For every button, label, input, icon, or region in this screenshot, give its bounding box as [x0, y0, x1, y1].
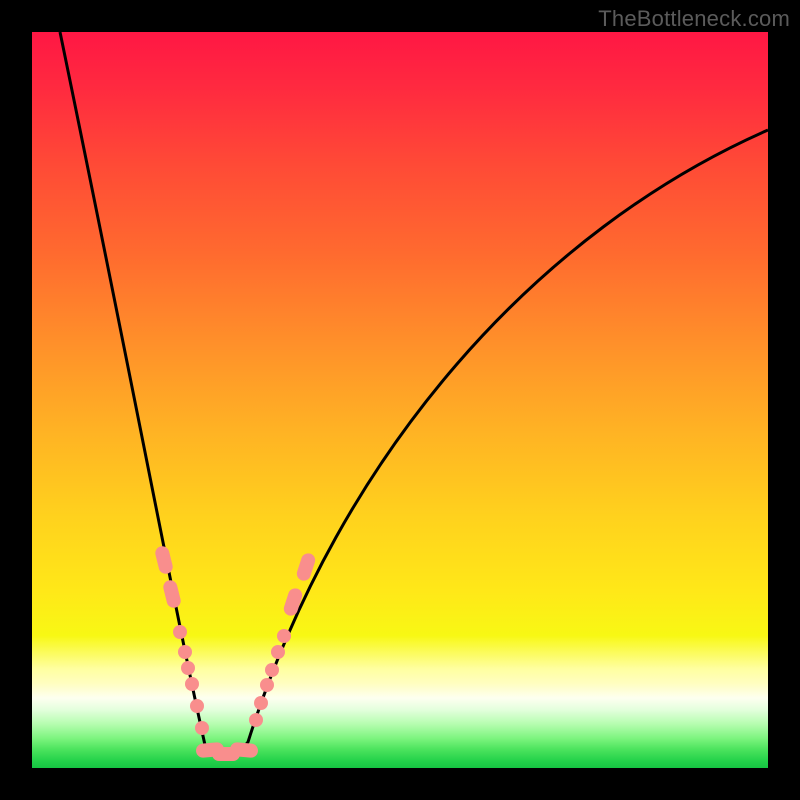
chart-canvas: TheBottleneck.com [0, 0, 800, 800]
marker-dot [178, 645, 192, 659]
marker-dot [185, 677, 199, 691]
marker-dot [181, 661, 195, 675]
marker-dot [190, 699, 204, 713]
gradient-background [32, 32, 768, 768]
marker-dot [271, 645, 285, 659]
marker-dot [249, 713, 263, 727]
marker-dot [254, 696, 268, 710]
marker-dot [173, 625, 187, 639]
bottleneck-chart [0, 0, 800, 800]
marker-dot [195, 721, 209, 735]
marker-dot [277, 629, 291, 643]
watermark-text: TheBottleneck.com [598, 6, 790, 32]
marker-dot [265, 663, 279, 677]
marker-dot [260, 678, 274, 692]
